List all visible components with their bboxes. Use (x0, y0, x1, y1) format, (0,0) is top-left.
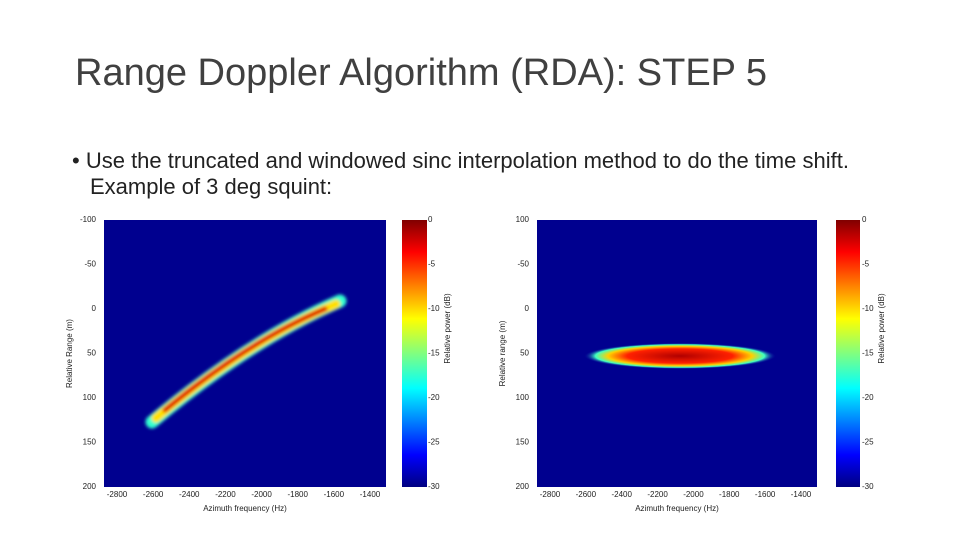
heatmap-1 (104, 220, 386, 487)
y-tick-label: 0 (525, 304, 530, 313)
colorbar-1 (402, 220, 427, 487)
bullet-text: Use the truncated and windowed sinc inte… (85, 148, 849, 199)
y-tick-label: 100 (516, 393, 530, 402)
x-tick-label: -2400 (611, 490, 632, 499)
slide-title: Range Doppler Algorithm (RDA): STEP 5 (75, 52, 768, 94)
colorbar-tick-label: -15 (862, 349, 874, 358)
colorbar-label: Relative power (dB) (443, 293, 452, 364)
colorbar-tick-label: -15 (428, 349, 440, 358)
colorbar-tick-label: -30 (862, 482, 874, 491)
colorbar-tick-label: -25 (862, 438, 874, 447)
y-tick-label: -100 (80, 215, 97, 224)
x-tick-label: -1400 (360, 490, 381, 499)
colorbar-tick-label: -10 (862, 304, 874, 313)
y-tick-label: 0 (92, 304, 97, 313)
y-axis-label: Relative Range (m) (65, 319, 74, 388)
colorbar-2 (836, 220, 860, 487)
colorbar-label: Relative power (dB) (877, 293, 886, 364)
colorbar-tick-label: -30 (428, 482, 440, 491)
x-tick-label: -2000 (251, 490, 272, 499)
y-tick-label: 50 (520, 349, 529, 358)
y-tick-label: 50 (87, 349, 96, 358)
x-tick-label: -2200 (647, 490, 668, 499)
x-tick-label: -1400 (791, 490, 812, 499)
y-tick-label: 100 (516, 215, 530, 224)
colorbar-tick-label: 0 (862, 215, 867, 224)
x-tick-label: -1800 (719, 490, 740, 499)
x-tick-label: -2600 (576, 490, 597, 499)
colorbar-tick-label: -20 (862, 393, 874, 402)
x-tick-label: -2400 (179, 490, 200, 499)
x-axis-label: Azimuth frequency (Hz) (203, 504, 287, 513)
y-tick-label: 100 (83, 393, 97, 402)
colorbar-tick-label: -5 (428, 260, 436, 269)
x-tick-label: -2200 (215, 490, 236, 499)
x-tick-label: -1600 (755, 490, 776, 499)
bullet: • Use the truncated and windowed sinc in… (72, 148, 849, 199)
y-tick-label: 150 (83, 438, 97, 447)
x-tick-label: -2800 (107, 490, 128, 499)
colorbar-tick-label: -10 (428, 304, 440, 313)
x-tick-label: -1800 (287, 490, 308, 499)
colorbar-tick-label: -20 (428, 393, 440, 402)
x-tick-label: -2800 (540, 490, 561, 499)
y-tick-label: -50 (517, 260, 529, 269)
y-tick-label: 200 (516, 482, 530, 491)
x-tick-label: -2000 (683, 490, 704, 499)
y-tick-label: -50 (84, 260, 96, 269)
x-axis-label: Azimuth frequency (Hz) (635, 504, 719, 513)
colorbar-tick-label: 0 (428, 215, 433, 224)
x-tick-label: -1600 (324, 490, 345, 499)
colorbar-tick-label: -25 (428, 438, 440, 447)
y-tick-label: 150 (516, 438, 530, 447)
heatmap-2 (537, 220, 817, 487)
y-tick-label: 200 (83, 482, 97, 491)
colorbar-tick-label: -5 (862, 260, 870, 269)
y-axis-label: Relative range (m) (498, 320, 507, 386)
x-tick-label: -2600 (143, 490, 164, 499)
